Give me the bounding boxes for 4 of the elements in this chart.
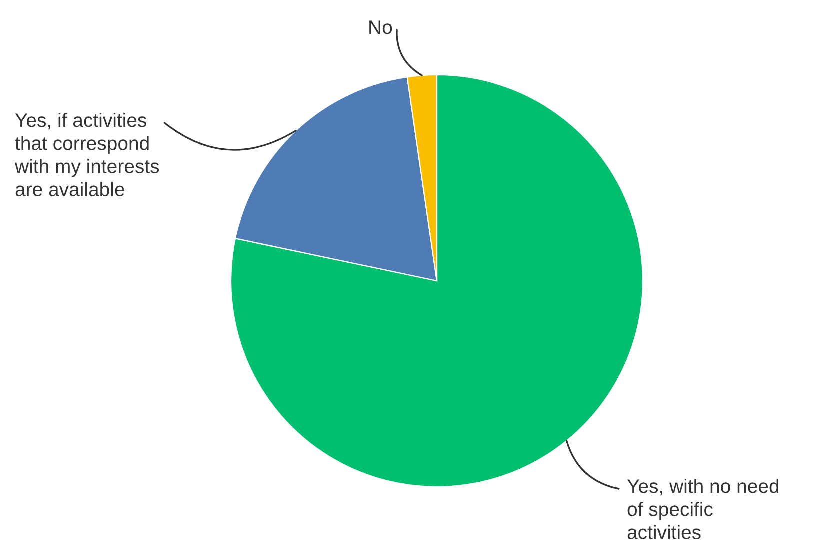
slice-label: Yes, if activities that correspond with my interests are available — [14, 113, 160, 196]
pie-slice — [234, 76, 438, 282]
slice-label: No — [370, 20, 392, 34]
slice-label: Yes, with no need of specific activities — [627, 479, 779, 540]
